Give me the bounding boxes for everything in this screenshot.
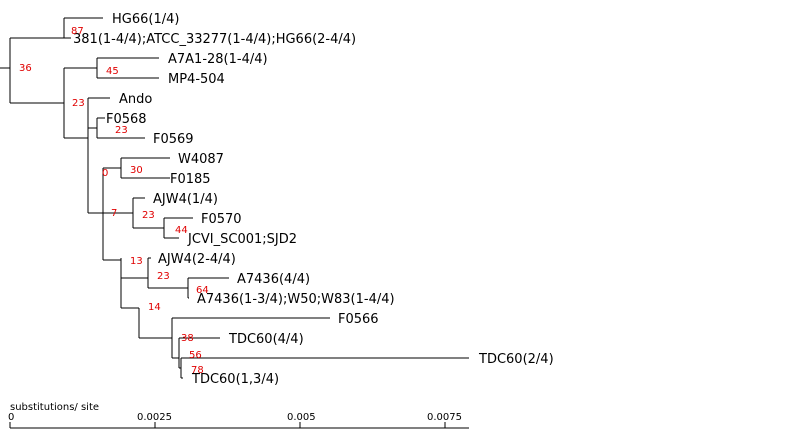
support-value-7: 7 xyxy=(111,208,117,219)
tip-label-A7436-4: A7436(4/4) xyxy=(237,272,310,287)
support-value-0: 0 xyxy=(102,168,108,179)
tip-label-F0568: F0568 xyxy=(106,112,147,127)
support-value-13: 13 xyxy=(130,256,143,267)
scale-bar-label: substitutions/ site xyxy=(10,402,99,413)
tip-label-F0185: F0185 xyxy=(170,172,211,187)
support-value-64: 64 xyxy=(196,285,209,296)
support-value-14: 14 xyxy=(148,302,161,313)
support-value-36: 36 xyxy=(19,63,32,74)
support-value-23b: 23 xyxy=(115,125,128,136)
tip-label-Ando: Ando xyxy=(119,92,152,107)
tip-label-F0566: F0566 xyxy=(338,312,379,327)
support-value-23d: 23 xyxy=(157,271,170,282)
tip-label-TDC60-1-3: TDC60(1,3/4) xyxy=(191,372,279,387)
support-value-44: 44 xyxy=(175,225,188,236)
tip-label-MP4-504: MP4-504 xyxy=(168,72,225,87)
support-value-23a: 23 xyxy=(72,98,85,109)
tip-label-F0570: F0570 xyxy=(201,212,242,227)
tip-label-381: 381(1-4/4);ATCC_33277(1-4/4);HG66(2-4/4) xyxy=(73,32,356,47)
scale-tick-label-0: 0 xyxy=(8,412,14,423)
tip-label-W4087: W4087 xyxy=(178,152,224,167)
tip-label-AJW4-1: AJW4(1/4) xyxy=(153,192,218,207)
support-value-30: 30 xyxy=(130,165,143,176)
support-value-78: 78 xyxy=(191,365,204,376)
support-value-38: 38 xyxy=(181,333,194,344)
support-value-23c: 23 xyxy=(142,210,155,221)
scale-tick-label-0.005: 0.005 xyxy=(287,412,316,423)
tip-label-TDC60-2: TDC60(2/4) xyxy=(478,352,554,367)
support-values: 87 45 36 23 23 0 30 7 23 44 13 23 64 14 … xyxy=(19,26,209,376)
tip-label-AJW4-2: AJW4(2-4/4) xyxy=(158,252,236,267)
tip-labels: HG66(1/4) 381(1-4/4);ATCC_33277(1-4/4);H… xyxy=(73,12,554,387)
tip-label-A7436-1-3: A7436(1-3/4);W50;W83(1-4/4) xyxy=(197,292,395,307)
tree-branches xyxy=(0,17,469,379)
scale-bar: substitutions/ site 0 0.0025 0.005 0.007… xyxy=(8,402,469,429)
support-value-45: 45 xyxy=(106,66,119,77)
scale-tick-label-0.0075: 0.0075 xyxy=(427,412,462,423)
tip-label-JCVI: JCVI_SC001;SJD2 xyxy=(187,232,297,247)
tip-label-HG66-1: HG66(1/4) xyxy=(112,12,179,27)
support-value-87: 87 xyxy=(71,26,84,37)
tip-label-A7A1-28: A7A1-28(1-4/4) xyxy=(168,52,268,67)
scale-tick-label-0.0025: 0.0025 xyxy=(137,412,172,423)
tip-label-TDC60-4: TDC60(4/4) xyxy=(228,332,304,347)
support-value-56: 56 xyxy=(189,350,202,361)
tip-label-F0569: F0569 xyxy=(153,132,194,147)
